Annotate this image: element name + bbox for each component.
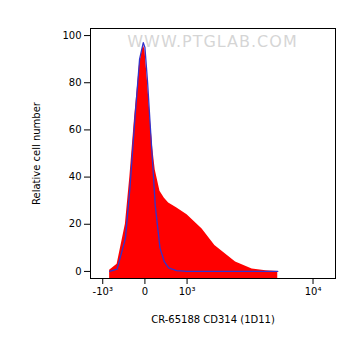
svg-text:Relative cell number: Relative cell number xyxy=(31,101,42,205)
svg-text:10⁴: 10⁴ xyxy=(305,286,322,297)
svg-text:40: 40 xyxy=(69,171,82,182)
svg-text:20: 20 xyxy=(69,218,82,229)
svg-text:0: 0 xyxy=(75,266,81,277)
svg-text:100: 100 xyxy=(62,30,81,41)
html-text:WWW.PTGLAB.COM: WWW.PTGLAB.COM xyxy=(127,32,298,51)
svg-text:0: 0 xyxy=(142,286,148,297)
svg-text:60: 60 xyxy=(69,124,82,135)
svg-text:80: 80 xyxy=(69,77,82,88)
svg-text:10³: 10³ xyxy=(179,286,196,297)
svg-text:CR-65188 CD314 (1D11): CR-65188 CD314 (1D11) xyxy=(151,314,275,325)
svg-text:-10³: -10³ xyxy=(93,286,113,297)
